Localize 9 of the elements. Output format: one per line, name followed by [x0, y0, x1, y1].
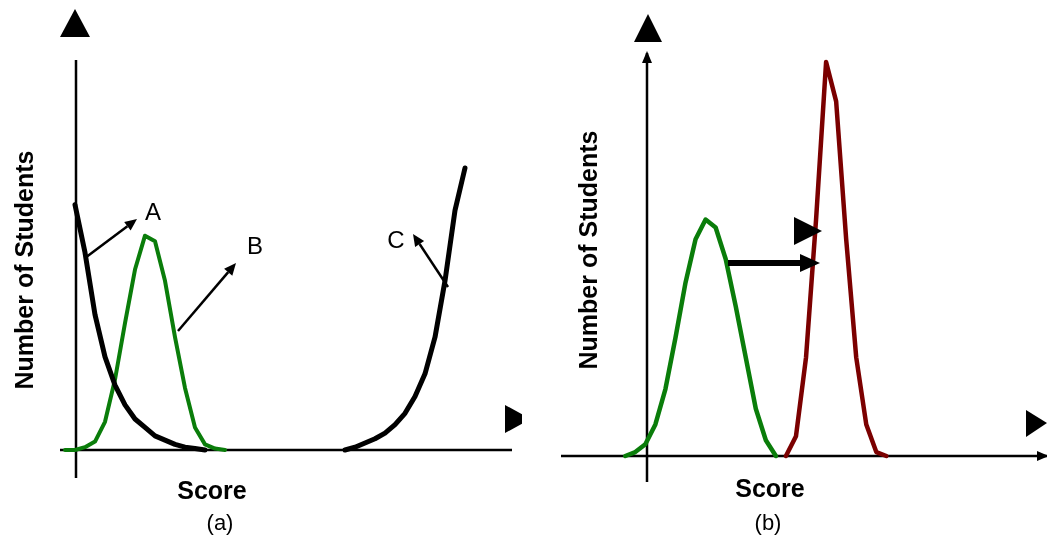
y-axis-title: Number of Students	[9, 150, 39, 390]
text: (b)	[754, 510, 782, 536]
text: (a)	[206, 510, 234, 536]
annotation: C	[387, 226, 405, 254]
y-axis-title: Number of Students	[573, 130, 603, 370]
x-axis-title: Score	[177, 475, 247, 505]
annotation: B	[246, 232, 264, 260]
x-axis-title: Score	[735, 473, 805, 503]
annotation: A	[144, 198, 162, 226]
